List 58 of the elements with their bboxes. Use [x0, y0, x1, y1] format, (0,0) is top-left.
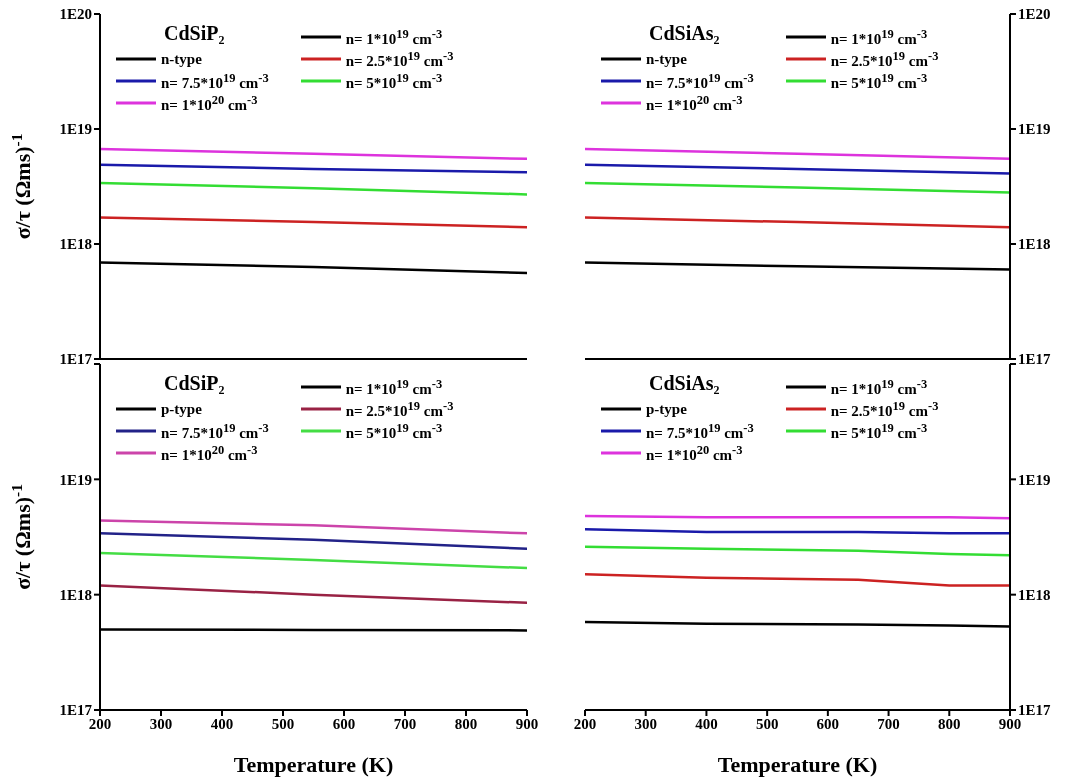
x-tick-label: 800	[454, 715, 478, 732]
y-tick-label: 1E19	[1018, 471, 1051, 488]
y-tick-label: 1E19	[1018, 121, 1051, 138]
x-tick-label: 500	[755, 715, 779, 732]
legend-label: n= 1*10$^{20}$ cm$^{-3}$	[646, 442, 743, 464]
chart-title: CdSiP₂	[164, 372, 225, 394]
y-tick-label: 1E18	[1018, 236, 1051, 253]
legend-label: n= 2.5*10$^{19}$ cm$^{-3}$	[345, 48, 454, 70]
x-tick-label: 600	[816, 715, 840, 732]
legend-label: n= 1*10$^{19}$ cm$^{-3}$	[830, 376, 928, 398]
legend-title: p-type	[646, 400, 687, 418]
y-tick-label: 1E20	[59, 6, 92, 23]
x-tick-label: 700	[393, 715, 417, 732]
legend-label: n= 2.5*10$^{19}$ cm$^{-3}$	[345, 398, 454, 420]
y-tick-label: 1E17	[1018, 351, 1051, 368]
y-tick-label: 1E18	[59, 586, 92, 603]
legend-label: n= 1*10$^{20}$ cm$^{-3}$	[646, 92, 743, 114]
x-tick-label: 600	[332, 715, 356, 732]
legend-label: n= 7.5*10$^{19}$ cm$^{-3}$	[161, 70, 269, 92]
y-tick-label: 1E20	[1018, 6, 1051, 23]
chart-title: CdSiAs₂	[649, 372, 720, 394]
legend-label: n= 7.5*10$^{19}$ cm$^{-3}$	[646, 420, 754, 442]
legend-label: n= 1*10$^{19}$ cm$^{-3}$	[345, 376, 443, 398]
y-tick-label: 1E17	[59, 351, 93, 368]
legend-label: n= 1*10$^{20}$ cm$^{-3}$	[161, 442, 258, 464]
legend-label: n= 2.5*10$^{19}$ cm$^{-3}$	[830, 398, 939, 420]
x-tick-label: 800	[938, 715, 961, 732]
legend-label: n= 5*10$^{19}$ cm$^{-3}$	[830, 70, 928, 92]
legend-label: n= 5*10$^{19}$ cm$^{-3}$	[345, 70, 443, 92]
line-series	[585, 573, 1010, 587]
x-tick-label: 500	[271, 715, 295, 732]
x-axis-title: Temperature (K)	[233, 752, 394, 777]
x-tick-label: 200	[573, 715, 597, 732]
y-tick-label: 1E18	[59, 236, 92, 253]
x-tick-label: 300	[149, 715, 173, 732]
legend-title: n-type	[646, 50, 687, 68]
legend-label: n= 7.5*10$^{19}$ cm$^{-3}$	[161, 420, 269, 442]
legend-label: n= 1*10$^{19}$ cm$^{-3}$	[830, 26, 928, 48]
legend-label: n= 7.5*10$^{19}$ cm$^{-3}$	[646, 70, 754, 92]
legend-label: n= 1*10$^{20}$ cm$^{-3}$	[161, 92, 258, 114]
legend-label: n= 2.5*10$^{19}$ cm$^{-3}$	[830, 48, 939, 70]
legend-title: p-type	[161, 400, 202, 418]
line-series	[585, 545, 1010, 557]
y-tick-label: 1E19	[59, 121, 92, 138]
y-tick-label: 1E18	[1018, 586, 1051, 603]
x-tick-label: 900	[515, 715, 539, 732]
legend-label: n= 5*10$^{19}$ cm$^{-3}$	[830, 420, 928, 442]
chart-title: CdSiAs₂	[649, 22, 720, 44]
legend-title: n-type	[161, 50, 202, 68]
y-tick-label: 1E19	[59, 471, 92, 488]
x-tick-label: 400	[210, 715, 234, 732]
legend-label: n= 1*10$^{19}$ cm$^{-3}$	[345, 26, 443, 48]
x-tick-label: 300	[634, 715, 657, 732]
x-axis-title: Temperature (K)	[717, 752, 878, 777]
chart-title: CdSiP₂	[164, 22, 225, 44]
x-tick-label: 400	[695, 715, 718, 732]
x-tick-label: 700	[877, 715, 900, 732]
legend-label: n= 5*10$^{19}$ cm$^{-3}$	[345, 420, 443, 442]
